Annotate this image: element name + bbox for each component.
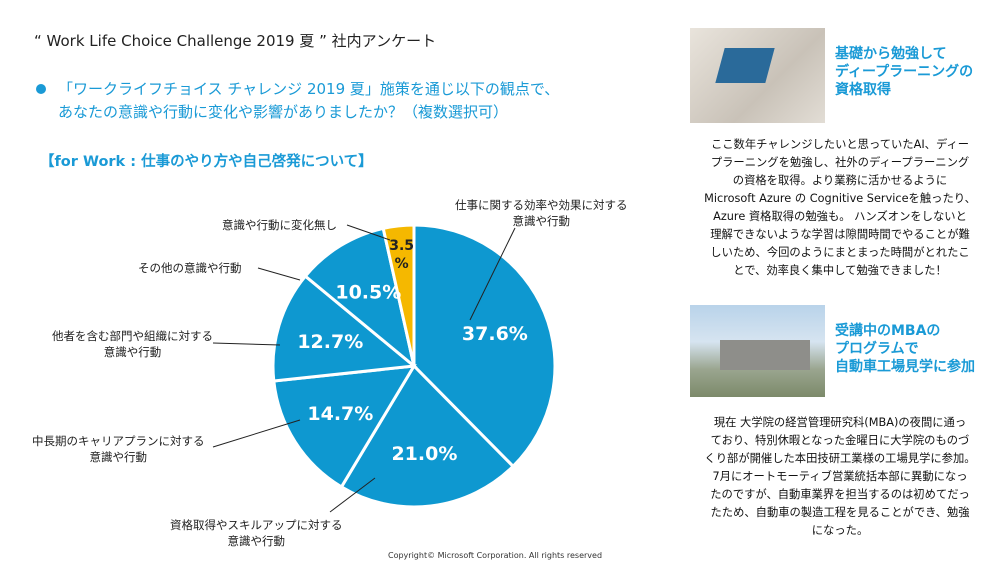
survey-question: 「ワークライフチョイス チャレンジ 2019 夏」施策を通じ以下の観点で、 あな… — [36, 78, 559, 124]
story-heading: 受講中のMBAの プログラムで 自動車工場見学に参加 — [835, 323, 975, 375]
pie-slice — [339, 363, 516, 509]
story-body: ここ数年チャレンジしたいと思っていたAI、ディー プラーニングを勉強し、社外のディ… — [704, 138, 976, 277]
pie-slice — [412, 223, 557, 469]
slice-percent-label: % — [395, 256, 409, 272]
section-heading: 【for Work : 仕事のやり方や自己啓発について】 — [40, 154, 373, 170]
leader-line-3 — [212, 342, 281, 346]
leader-line-2 — [212, 419, 301, 448]
question-line: あなたの意識や行動に変化や影響がありましたか？（複数選択可） — [58, 103, 509, 121]
bullet-icon — [36, 84, 46, 94]
story-body: 現在 大学院の経営管理研究科(MBA)の夜間に通っ ており、特別休暇となった金曜日… — [704, 416, 976, 537]
pie-slice — [272, 364, 417, 489]
campus-photo — [690, 305, 825, 397]
slice-label-0: 仕事に関する効率や効果に対する 意識や行動 — [455, 198, 628, 228]
pie-slice — [271, 274, 418, 383]
leader-line-1 — [329, 477, 376, 513]
slice-percent-label: 12.7% — [297, 331, 363, 353]
slice-percent-label: 21.0% — [391, 443, 457, 465]
slice-percent-label: 10.5% — [335, 281, 401, 303]
page-title: “ Work Life Choice Challenge 2019 夏 ” 社内… — [34, 32, 437, 50]
leader-line-0 — [469, 227, 516, 321]
slice-percent-label: 3.5 — [389, 238, 414, 254]
story-heading: 基礎から勉強して ディープラーニングの 資格取得 — [835, 46, 974, 98]
slice-percent-label: 37.6% — [462, 323, 528, 345]
pie-slice — [303, 226, 417, 370]
pie-slice — [381, 223, 416, 367]
slice-label-4: その他の意識や行動 — [138, 261, 242, 275]
leader-line-4 — [257, 267, 301, 281]
slice-label-1: 資格取得やスキルアップに対する 意識や行動 — [170, 518, 343, 548]
slice-label-2: 中長期のキャリアプランに対する 意識や行動 — [32, 434, 205, 464]
slice-label-5: 意識や行動に変化無し — [222, 218, 337, 232]
laptop-photo — [690, 28, 825, 123]
slice-label-3: 他者を含む部門や組織に対する 意識や行動 — [52, 329, 213, 359]
leader-line-5 — [346, 224, 391, 241]
question-line: 「ワークライフチョイス チャレンジ 2019 夏」施策を通じ以下の観点で、 — [58, 80, 560, 98]
slice-percent-label: 14.7% — [307, 403, 373, 425]
copyright: Copyright© Microsoft Corporation. All ri… — [388, 551, 603, 560]
pie-chart: 37.6% 21.0% 14.7% 12.7% 10.5% 3.5% — [212, 223, 557, 513]
